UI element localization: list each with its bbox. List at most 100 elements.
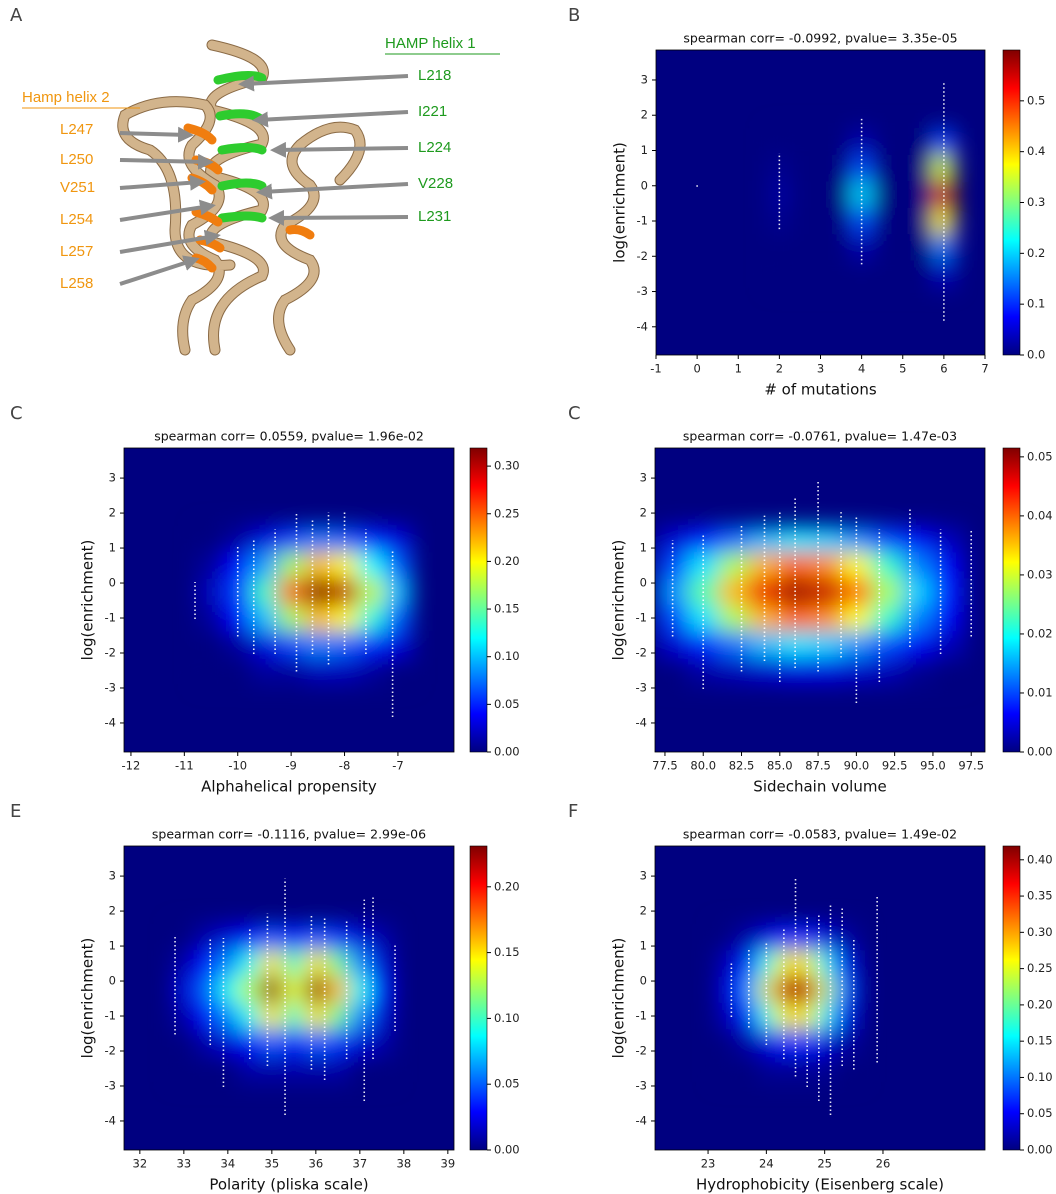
- density-cell: [769, 234, 791, 262]
- density-cell: [718, 526, 750, 553]
- density-cell: [744, 1055, 760, 1083]
- density: [172, 924, 394, 1083]
- plot-frame: [654, 845, 986, 1151]
- density-cell: [194, 1029, 218, 1056]
- density-cell: [384, 526, 412, 553]
- density-cell: [718, 631, 750, 658]
- density-cell: [831, 1055, 848, 1083]
- density: [657, 526, 965, 685]
- density-cell: [744, 976, 760, 1004]
- density-cell: [216, 1055, 240, 1083]
- density-cell: [810, 526, 842, 553]
- density-cell: [846, 924, 862, 951]
- y-tick-label: -1: [636, 611, 647, 625]
- y-tick-label: -3: [636, 1078, 647, 1092]
- y-tick-label: -3: [105, 1078, 116, 1092]
- density-cell: [769, 207, 791, 235]
- density-cell: [744, 1029, 760, 1056]
- density-cell: [718, 657, 750, 685]
- density-cell: [817, 924, 833, 951]
- x-tick-label: -7: [392, 759, 403, 773]
- residue-label: L257: [60, 243, 93, 260]
- y-axis-label: log(enrichment): [611, 142, 629, 263]
- y-tick-label: -3: [105, 680, 116, 694]
- colorbar-tick-label: 0.05: [1027, 449, 1053, 463]
- x-tick-label: 32: [133, 1157, 148, 1171]
- arrow: [119, 126, 194, 143]
- y-tick-label: -2: [105, 1043, 116, 1057]
- density-cell: [729, 976, 745, 1004]
- arrow: [238, 74, 409, 92]
- density-cell: [715, 1029, 731, 1056]
- density-cell: [802, 924, 818, 951]
- panel-label: C: [568, 403, 581, 424]
- y-tick-label: 0: [641, 178, 648, 192]
- arrow: [119, 153, 214, 170]
- density-cell: [802, 1002, 818, 1030]
- density-cell: [326, 1055, 350, 1083]
- density-cell: [788, 924, 804, 951]
- density-cell: [718, 604, 750, 632]
- density-cell: [326, 1029, 350, 1056]
- x-tick-label: -8: [339, 759, 350, 773]
- density-cell: [932, 657, 965, 685]
- density-cell: [817, 1029, 833, 1056]
- x-tick-label: 82.5: [729, 759, 755, 773]
- density-cell: [282, 1029, 306, 1056]
- colorbar-tick-label: 0.20: [494, 554, 520, 568]
- x-tick-label: -12: [122, 759, 141, 773]
- density-cell: [802, 1055, 818, 1083]
- density-cell: [216, 1029, 240, 1056]
- colorbar-tick-label: 0.00: [494, 1143, 520, 1157]
- density-cell: [773, 1002, 789, 1030]
- density-cell: [871, 578, 903, 606]
- x-tick-label: 38: [397, 1157, 412, 1171]
- density-cell: [216, 950, 240, 978]
- density-cell: [830, 181, 852, 209]
- density-cell: [932, 604, 965, 632]
- density-cell: [773, 950, 789, 978]
- density-cell: [384, 657, 412, 685]
- density-cell: [851, 207, 873, 235]
- density-cell: [282, 1002, 306, 1030]
- density-cell: [282, 950, 306, 978]
- density-cell: [913, 207, 935, 235]
- colorbar-tick-label: 0.00: [494, 745, 520, 759]
- density-cell: [788, 1029, 804, 1056]
- y-tick-label: 3: [109, 471, 116, 485]
- density-cell: [277, 578, 305, 606]
- density-cell: [251, 604, 279, 632]
- colorbar-tick-label: 0.20: [494, 879, 520, 893]
- plot-frame: [123, 845, 455, 1151]
- x-axis-label: Polarity (pliska scale): [209, 1176, 368, 1194]
- density-cell: [370, 976, 394, 1004]
- density-cell: [744, 1002, 760, 1030]
- x-tick-label: 95.0: [920, 759, 946, 773]
- density-cell: [348, 1002, 372, 1030]
- density-cell: [197, 552, 225, 580]
- density-cell: [194, 924, 218, 951]
- density-cell: [304, 1002, 328, 1030]
- colorbar-tick-label: 0.03: [1027, 567, 1053, 581]
- density-cell: [729, 1029, 745, 1056]
- helix1-title: HAMP helix 1: [385, 35, 476, 52]
- colorbar-tick-label: 0.5: [1027, 93, 1045, 107]
- x-tick-label: 26: [876, 1157, 891, 1171]
- residue-label: L247: [60, 121, 93, 138]
- y-tick-label: 0: [109, 576, 116, 590]
- density-cell: [759, 976, 775, 1004]
- x-tick-label: 1: [735, 362, 742, 376]
- density-cell: [197, 526, 225, 553]
- density-cell: [871, 526, 903, 553]
- plot: [655, 448, 985, 752]
- density-cell: [326, 1002, 350, 1030]
- density-cell: [892, 128, 914, 156]
- density-cell: [902, 578, 934, 606]
- density-cell: [172, 1029, 196, 1056]
- x-tick-label: -1: [650, 362, 661, 376]
- density: [715, 924, 862, 1083]
- density-cell: [830, 207, 852, 235]
- density-cell: [759, 924, 775, 951]
- x-tick-label: 80.0: [690, 759, 716, 773]
- x-tick-label: 77.5: [652, 759, 678, 773]
